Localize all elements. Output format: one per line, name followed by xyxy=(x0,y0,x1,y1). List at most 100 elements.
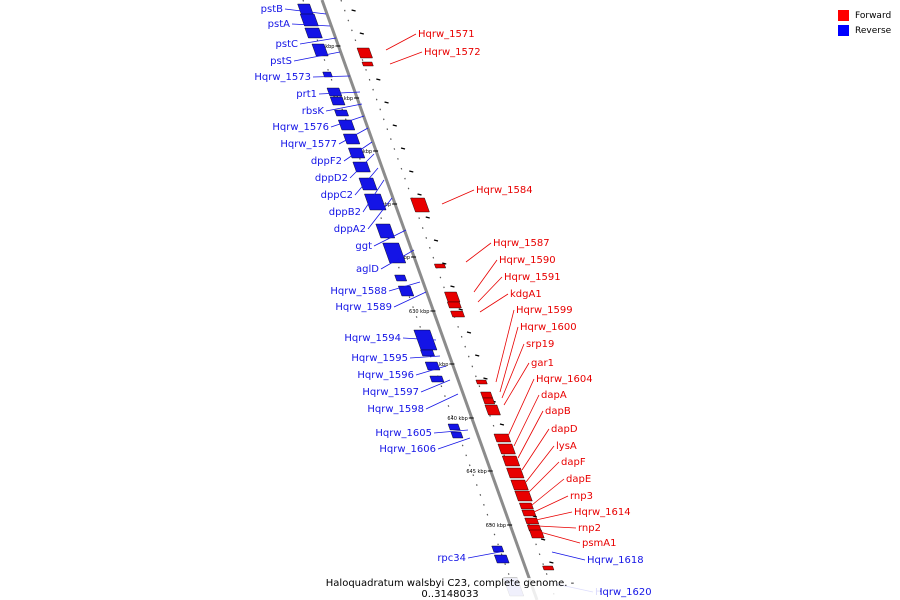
forward-guide xyxy=(340,0,557,600)
forward-gene-label: dapA xyxy=(541,390,567,401)
reverse-gene-label: Hqrw_1576 xyxy=(272,122,329,133)
reverse-leader-line xyxy=(415,365,447,376)
reverse-leader-line xyxy=(291,23,331,27)
reverse-gene-label: Hqrw_1588 xyxy=(330,286,387,297)
tick-label: 650 kbp xyxy=(486,523,506,529)
forward-gene-label: Hqrw_1587 xyxy=(493,238,550,249)
forward-leader-line xyxy=(507,378,535,437)
reverse-gene xyxy=(420,349,435,357)
forward-leader-line xyxy=(503,362,530,406)
reverse-leader-line xyxy=(425,393,459,410)
forward-gene xyxy=(519,502,534,510)
forward-dash xyxy=(475,354,480,357)
legend-reverse-swatch xyxy=(838,25,849,36)
reverse-gene xyxy=(304,27,323,39)
forward-gene-label: srp19 xyxy=(526,339,554,350)
forward-gene xyxy=(482,397,496,405)
reverse-leader-line xyxy=(343,141,373,162)
reverse-leader-line xyxy=(437,437,471,450)
reverse-gene-label: Hqrw_1597 xyxy=(362,387,419,398)
reverse-gene xyxy=(375,223,396,239)
forward-dash xyxy=(466,331,472,334)
forward-leader-line xyxy=(533,495,569,513)
forward-leader-line xyxy=(539,531,581,544)
reverse-gene-label: pstS xyxy=(270,56,292,67)
forward-gene-label: Hqrw_1584 xyxy=(476,185,533,196)
forward-gene xyxy=(484,404,501,416)
forward-gene xyxy=(501,455,521,467)
reverse-gene xyxy=(352,161,371,173)
forward-leader-line xyxy=(531,478,565,506)
reverse-gene xyxy=(322,71,333,78)
reverse-leader-line xyxy=(409,355,441,359)
reverse-leader-line xyxy=(293,51,341,62)
forward-gene-label: lysA xyxy=(556,441,577,452)
reverse-gene xyxy=(299,13,319,27)
forward-gene xyxy=(529,529,545,539)
forward-gene xyxy=(497,443,516,455)
forward-dash xyxy=(458,308,463,311)
tick-label: 630 kbp xyxy=(409,309,429,315)
forward-leader-line xyxy=(517,410,544,459)
forward-leader-line xyxy=(479,293,509,313)
forward-gene xyxy=(447,301,462,309)
reverse-gene xyxy=(364,193,387,211)
genome-axis xyxy=(320,0,539,600)
forward-gene-label: dapD xyxy=(551,424,578,435)
reverse-gene-label: Hqrw_1605 xyxy=(375,428,432,439)
reverse-leader-line xyxy=(312,75,351,78)
reverse-leader-line xyxy=(402,337,437,341)
forward-gene-label: gar1 xyxy=(531,358,554,369)
forward-gene xyxy=(506,467,525,479)
reverse-gene-label: ggt xyxy=(355,241,372,252)
forward-gene xyxy=(434,263,447,269)
forward-gene xyxy=(480,391,493,399)
forward-gene-label: Hqrw_1614 xyxy=(574,507,631,518)
forward-gene-label: Hqrw_1572 xyxy=(424,47,481,58)
reverse-gene-label: Hqrw_1595 xyxy=(351,353,408,364)
forward-dash xyxy=(549,561,554,564)
reverse-gene-label: Hqrw_1589 xyxy=(335,302,392,313)
reverse-gene-label: dppC2 xyxy=(321,190,353,201)
reverse-gene-label: Hqrw_1594 xyxy=(344,333,401,344)
legend-reverse: Reverse xyxy=(838,23,891,38)
legend: Forward Reverse xyxy=(838,8,891,38)
forward-dash xyxy=(425,216,430,219)
reverse-leader-line xyxy=(362,179,385,213)
reverse-gene-label: rbsK xyxy=(302,106,325,117)
forward-gene-label: Hqrw_1604 xyxy=(536,374,593,385)
reverse-gene xyxy=(311,43,329,57)
forward-gene-label: kdgA1 xyxy=(510,289,542,300)
forward-leader-line xyxy=(477,276,503,303)
reverse-gene xyxy=(447,423,461,431)
forward-dash xyxy=(483,377,488,380)
reverse-gene-label: dppA2 xyxy=(334,224,366,235)
forward-dash xyxy=(351,9,356,12)
forward-gene-label: psmA1 xyxy=(582,538,617,549)
reverse-gene xyxy=(491,545,505,553)
forward-leader-line xyxy=(525,445,555,483)
reverse-gene xyxy=(424,361,441,371)
forward-gene-label: Hqrw_1600 xyxy=(520,322,577,333)
reverse-leader-line xyxy=(330,115,365,128)
forward-gene xyxy=(524,517,540,525)
forward-leader-line xyxy=(499,326,519,393)
reverse-leader-line xyxy=(367,197,393,230)
forward-gene-label: rnp2 xyxy=(578,523,601,534)
reverse-gene xyxy=(382,242,407,264)
forward-gene xyxy=(514,490,533,502)
forward-leader-line xyxy=(495,309,515,383)
reverse-gene-label: Hqrw_1596 xyxy=(357,370,414,381)
forward-dash xyxy=(384,101,389,104)
forward-leader-line xyxy=(537,525,577,529)
forward-gene xyxy=(361,61,374,67)
forward-gene-label: dapB xyxy=(545,406,571,417)
reverse-gene-label: pstA xyxy=(268,19,290,30)
forward-leader-line xyxy=(527,461,560,494)
forward-gene-label: rnp3 xyxy=(570,491,593,502)
reverse-leader-line xyxy=(373,229,407,247)
reverse-gene-label: dppB2 xyxy=(329,207,361,218)
reverse-gene xyxy=(394,274,408,282)
forward-leader-line xyxy=(513,394,540,447)
forward-gene xyxy=(521,509,537,517)
